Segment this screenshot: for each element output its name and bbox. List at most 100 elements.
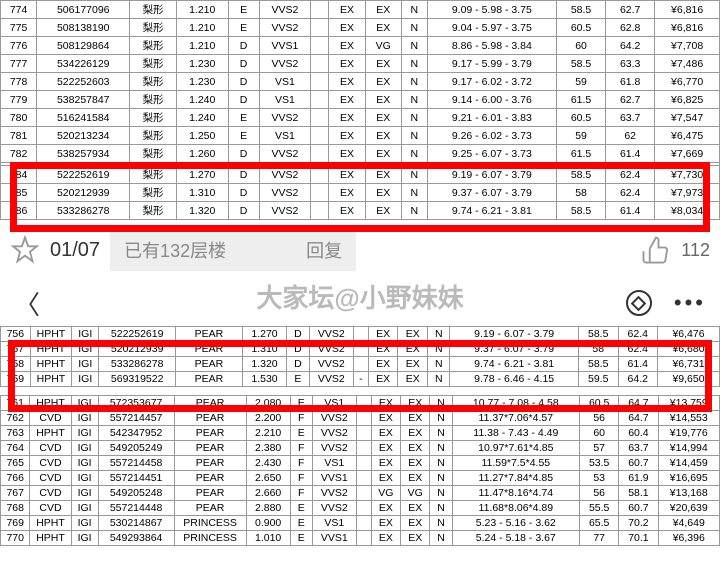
cell: D [287,342,309,357]
cell: 56 [580,486,619,501]
cell: EX [329,202,365,220]
cell: N [401,1,427,19]
cell: 538257847 [37,91,130,109]
cell: 756 [1,327,31,342]
more-icon[interactable]: ••• [674,290,706,316]
cell: VVS2 [259,145,311,163]
cell: 62.4 [606,166,655,184]
table-row: 764CVDIGI549205249PEAR2.380FVVS2EXEXN10.… [1,441,720,456]
table-row: 769HPHTIGI530214867PRINCESS0.900EVS1EXEX… [1,516,720,531]
cell: 58.5 [556,55,605,73]
cell: CVD [30,486,71,501]
cell: 759 [1,372,31,387]
cell: D [228,55,259,73]
cell: EX [401,501,430,516]
table-row: 780516241584梨形1.240EVVS2EXEXN9.21 - 6.01… [1,109,720,127]
cell: 63.3 [606,55,655,73]
cell: ¥13,759 [658,396,719,411]
cell: 59 [556,73,605,91]
table-row: 759HPHTIGI569319522PEAR1.530EVVS2-EXEXN9… [1,372,720,387]
cell: EX [329,1,365,19]
cell: EX [329,37,365,55]
cell: 1.270 [176,166,228,184]
cell [311,145,329,163]
cell: 1.210 [176,1,228,19]
cell: 762 [1,411,30,426]
cell: EX [398,357,428,372]
cell: 60.7 [619,501,658,516]
cell: 508129864 [37,37,130,55]
cell: D [287,357,309,372]
cell: EX [365,109,401,127]
cell: 1.310 [176,184,228,202]
cell: E [290,501,312,516]
cell: EX [401,441,430,456]
table-row: 781520213234梨形1.250EVS1EXEXN9.26 - 6.02 … [1,127,720,145]
cell: 9.74 - 6.21 - 3.81 [427,202,556,220]
cell: D [228,37,259,55]
cell: ¥6,475 [655,127,720,145]
diamond-icon[interactable] [626,290,652,316]
cell: EX [329,73,365,91]
cell: 梨形 [130,184,177,202]
cell: 9.17 - 6.02 - 3.72 [427,73,556,91]
cell: HPHT [30,516,71,531]
cell: 2.660 [246,486,290,501]
cell: 56 [580,411,619,426]
cell: E [228,1,259,19]
cell: 766 [1,471,30,486]
cell: N [430,396,452,411]
cell: VVS2 [259,202,311,220]
cell: 522252619 [37,166,130,184]
cell: 2.880 [246,501,290,516]
cell: 770 [1,531,30,546]
bottom-highlight-table: 756HPHTIGI522252619PEAR1.270DVVS2EXEXN9.… [0,326,720,387]
cell: EX [365,55,401,73]
cell: 11.27*7.84*4.85 [452,471,580,486]
cell: 780 [1,109,37,127]
cell [354,342,369,357]
interaction-bar: 01/07 已有132层楼 回复 112 [0,220,720,280]
cell: D [228,91,259,109]
table-row: 758HPHTIGI533286278PEAR1.320DVVS2EXEXN9.… [1,357,720,372]
cell [311,166,329,184]
cell: VS1 [259,73,311,91]
cell: 9.19 - 6.07 - 3.79 [450,327,579,342]
cell: IGI [71,411,98,426]
cell: ¥6,731 [658,357,720,372]
cell: N [430,471,452,486]
cell: EX [368,342,398,357]
cell: VVS2 [309,342,354,357]
cell: ¥6,825 [655,91,720,109]
like-icon[interactable] [641,235,671,265]
cell: 1.320 [242,357,287,372]
cell: 533286278 [37,202,130,220]
cell: 1.210 [176,19,228,37]
cell: VS1 [259,91,311,109]
favorite-icon[interactable] [10,235,40,265]
cell: 5.23 - 5.16 - 3.62 [452,516,580,531]
back-icon[interactable]: 〈 [14,285,40,322]
cell: HPHT [30,531,71,546]
cell: 53 [580,471,619,486]
cell: 11.37*7.06*4.57 [452,411,580,426]
cell: EX [398,372,428,387]
cell: 11.38 - 7.43 - 4.49 [452,426,580,441]
cell: 9.21 - 6.01 - 3.83 [427,109,556,127]
reply-box[interactable]: 已有132层楼 回复 [110,229,356,271]
cell: VS1 [312,396,356,411]
cell: EX [401,516,430,531]
like-count: 112 [681,240,710,261]
cell: ¥6,816 [655,1,720,19]
cell: 60.4 [619,426,658,441]
table-row: 763HPHTIGI542347952PEAR2.210EVVS2EXEXN11… [1,426,720,441]
cell: VS1 [312,456,356,471]
cell: 64.7 [619,411,658,426]
cell: 梨形 [130,1,177,19]
cell: N [430,456,452,471]
cell: E [228,127,259,145]
cell: EX [329,145,365,163]
cell: 549205249 [98,441,174,456]
table-row: 762CVDIGI557214457PEAR2.200FVVS2EXEXN11.… [1,411,720,426]
cell: 60.5 [580,396,619,411]
